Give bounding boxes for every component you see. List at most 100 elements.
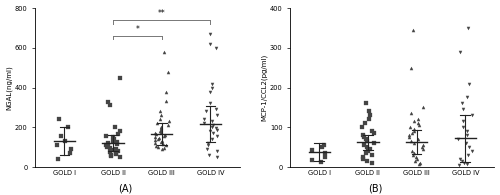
Point	[458, 160, 466, 163]
Point	[322, 156, 330, 159]
Point	[114, 150, 122, 153]
Point	[106, 153, 114, 157]
Point	[360, 136, 368, 139]
Point	[104, 145, 112, 148]
Point	[102, 144, 110, 147]
Point	[102, 135, 110, 138]
Point	[454, 138, 462, 141]
Point	[204, 144, 212, 147]
Point	[104, 101, 112, 104]
Point	[462, 142, 470, 145]
Point	[321, 152, 329, 155]
Point	[161, 134, 169, 137]
Point	[468, 150, 476, 153]
Point	[318, 161, 326, 164]
Point	[463, 162, 471, 165]
Point	[411, 160, 419, 163]
Point	[358, 126, 366, 129]
Point	[318, 146, 326, 149]
Point	[206, 130, 214, 133]
Y-axis label: NGAL(ng/ml): NGAL(ng/ml)	[6, 65, 12, 110]
Point	[320, 144, 328, 147]
Text: *: *	[136, 25, 140, 34]
Point	[456, 50, 464, 53]
Point	[212, 127, 220, 130]
Point	[212, 135, 220, 138]
Point	[113, 141, 121, 144]
Point	[362, 138, 370, 141]
Point	[418, 148, 426, 151]
Point	[209, 124, 217, 127]
Point	[116, 130, 124, 133]
Y-axis label: MCP-1/CCL2(pg/ml): MCP-1/CCL2(pg/ml)	[260, 54, 267, 121]
Point	[412, 156, 420, 159]
Point	[206, 102, 214, 105]
Point	[56, 118, 64, 121]
Point	[364, 150, 372, 153]
Point	[206, 42, 214, 45]
Point	[157, 131, 165, 134]
Point	[61, 140, 69, 143]
Point	[151, 139, 159, 142]
Point	[407, 66, 415, 69]
Point	[156, 130, 164, 133]
Point	[366, 118, 374, 121]
Point	[463, 130, 471, 133]
Point	[212, 108, 220, 111]
Point	[209, 132, 217, 135]
Point	[200, 122, 207, 125]
Point	[460, 108, 468, 111]
Point	[370, 132, 378, 135]
Point	[108, 149, 116, 152]
Point	[416, 161, 424, 165]
Point	[54, 158, 62, 161]
Point	[419, 106, 427, 109]
Point	[154, 138, 162, 141]
Point	[106, 151, 114, 154]
Point	[366, 148, 374, 151]
Point	[153, 122, 161, 125]
Point	[363, 146, 371, 149]
Point	[464, 153, 472, 157]
Point	[110, 136, 118, 139]
Point	[206, 90, 214, 93]
Point	[208, 138, 216, 141]
Point	[414, 118, 422, 121]
Point	[414, 138, 422, 141]
Point	[116, 156, 124, 159]
Point	[308, 158, 316, 161]
Point	[410, 130, 418, 133]
Point	[466, 146, 473, 149]
Point	[152, 145, 160, 148]
Point	[208, 86, 216, 89]
Point	[464, 26, 471, 29]
Point	[162, 144, 170, 147]
Point	[155, 137, 163, 140]
Point	[213, 114, 221, 117]
Point	[358, 156, 366, 159]
Point	[164, 70, 172, 73]
Point	[468, 114, 476, 117]
Point	[104, 142, 112, 145]
Point	[410, 152, 418, 155]
Point	[154, 146, 162, 149]
Text: (B): (B)	[368, 183, 382, 193]
Point	[409, 28, 417, 31]
Point	[160, 50, 168, 53]
Point	[160, 135, 168, 138]
Point	[152, 133, 160, 136]
Point	[156, 141, 164, 144]
Point	[165, 120, 173, 123]
Point	[360, 134, 368, 137]
Point	[414, 122, 422, 125]
Point	[463, 134, 471, 137]
Point	[158, 148, 166, 151]
Point	[208, 82, 216, 85]
Point	[362, 152, 370, 155]
Point	[410, 120, 418, 123]
Point	[418, 146, 426, 149]
Point	[213, 156, 221, 159]
Point	[459, 126, 467, 129]
Point	[66, 148, 74, 151]
Point	[408, 132, 416, 135]
